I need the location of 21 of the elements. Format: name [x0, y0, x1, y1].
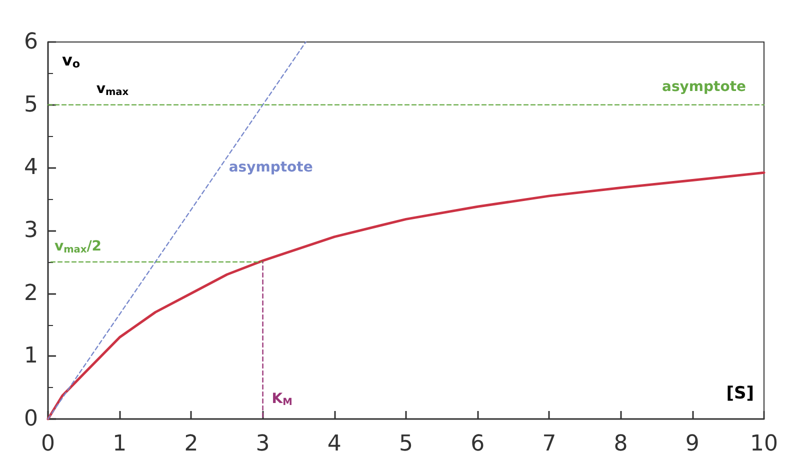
x-tick-label: 7	[542, 432, 556, 456]
series-label: asymptote	[662, 78, 746, 95]
y-tick-label: 0	[24, 406, 38, 432]
x-tick-label: 6	[470, 432, 485, 456]
x-tick-label: 2	[184, 432, 198, 456]
x-tick-label: 0	[41, 432, 55, 456]
x-tick-label: 10	[750, 432, 778, 456]
y-tick-label: 1	[24, 344, 38, 369]
y-tick-label: 6	[24, 30, 38, 54]
x-axis-title: [S]	[726, 384, 754, 404]
series-label: asymptote	[228, 160, 313, 176]
x-tick-label: 3	[256, 432, 270, 456]
y-tick-label: 5	[24, 92, 38, 118]
x-tick-label: 9	[685, 432, 700, 456]
x-tick-label: 4	[327, 432, 342, 456]
y-tick-label: 4	[24, 155, 38, 180]
y-tick-label: 3	[24, 218, 38, 243]
x-tick-label: 8	[614, 432, 628, 456]
y-tick-label: 2	[24, 280, 38, 306]
x-tick-label: 1	[112, 432, 127, 456]
x-tick-label: 5	[399, 432, 413, 456]
